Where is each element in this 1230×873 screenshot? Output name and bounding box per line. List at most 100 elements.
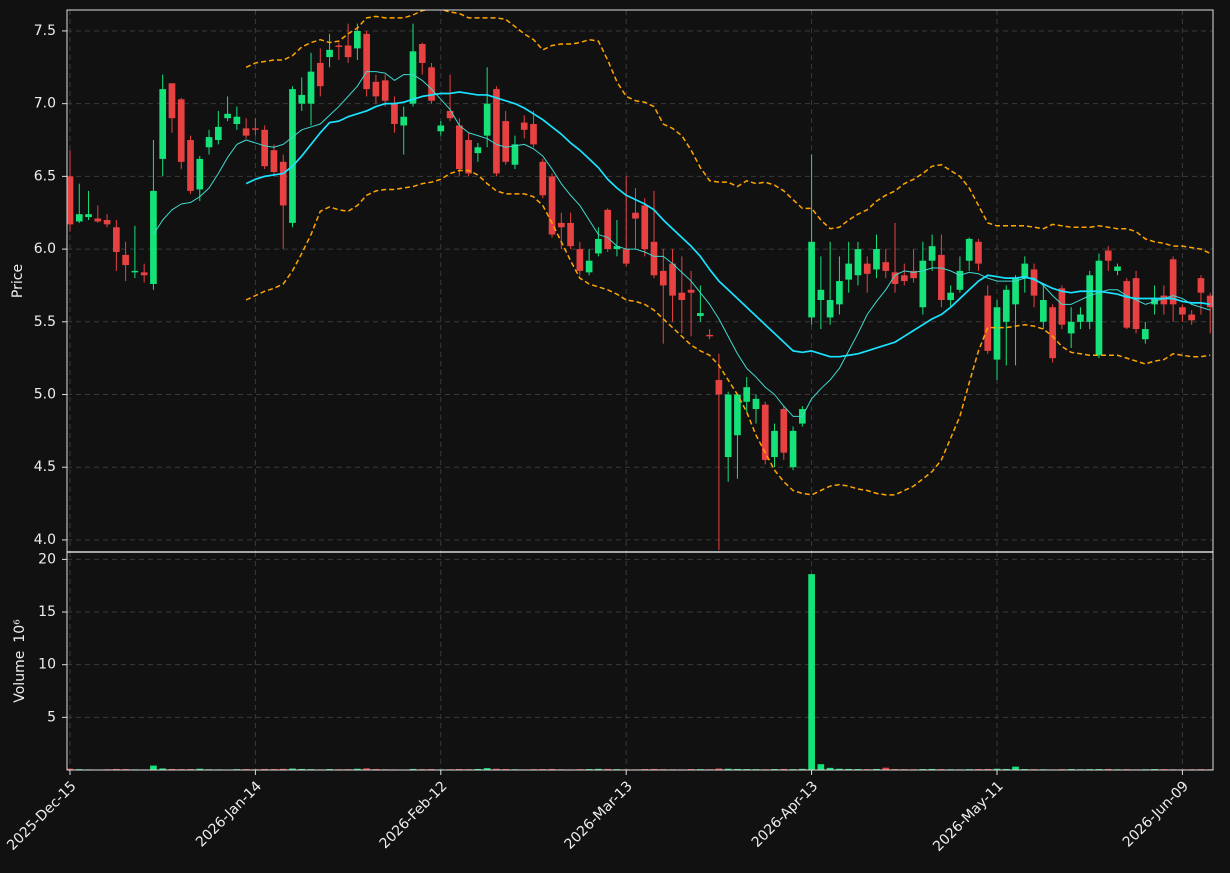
candle-body	[734, 394, 741, 436]
candle-body	[1049, 307, 1056, 359]
candle-body	[85, 214, 92, 218]
candle-body	[205, 137, 213, 148]
volume-bar	[595, 768, 602, 770]
candle-body	[1040, 299, 1047, 322]
candle-body	[1188, 314, 1196, 321]
volume-bar	[734, 768, 741, 770]
candle-body	[113, 227, 120, 252]
volume-bar	[993, 768, 1001, 770]
volume-bar	[1012, 766, 1019, 770]
candle-body	[335, 45, 343, 47]
candle-body	[595, 238, 602, 254]
candle-body	[493, 89, 500, 174]
candle-body	[307, 71, 315, 104]
candle-body	[391, 103, 398, 125]
candle-body	[400, 116, 408, 126]
y-tick-label: 4.0	[34, 532, 56, 548]
candle-body	[956, 270, 964, 290]
y-tick-label: 4.5	[34, 459, 56, 475]
candle-body	[947, 292, 954, 300]
candle-body	[261, 129, 269, 167]
candle-body	[1077, 314, 1084, 322]
volume-tick-label: 10	[38, 657, 56, 673]
candle-body	[242, 128, 250, 136]
candle-body	[706, 334, 713, 337]
candle-body	[900, 275, 908, 282]
candle-body	[214, 126, 222, 141]
candle-body	[456, 125, 463, 170]
candle-body	[1132, 278, 1140, 330]
candle-body	[1067, 321, 1075, 334]
candle-body	[1123, 281, 1131, 328]
candle-body	[928, 246, 936, 261]
candle-body	[502, 121, 510, 162]
volume-axis-title: Volume 10⁶	[12, 619, 28, 703]
volume-bar	[168, 768, 176, 770]
candle-body	[474, 147, 482, 154]
candle-body	[650, 241, 658, 276]
candle-body	[1095, 260, 1103, 356]
candle-body	[67, 176, 74, 225]
volume-bar	[715, 768, 723, 770]
candle-body	[678, 292, 686, 300]
candle-body	[697, 313, 704, 316]
candle-body	[567, 222, 574, 247]
volume-bar	[409, 768, 417, 770]
volume-bar	[604, 768, 611, 770]
candle-body	[882, 262, 890, 271]
candle-body	[520, 122, 528, 130]
candle-body	[808, 241, 815, 318]
volume-bar	[780, 768, 788, 770]
candle-body	[632, 212, 639, 219]
volume-tick-label: 20	[38, 551, 56, 567]
candle-body	[1160, 295, 1168, 305]
x-tick-label: 2026-Jun-09	[1120, 778, 1192, 850]
volume-bar	[984, 768, 992, 770]
candle-body	[826, 299, 834, 318]
candle-body	[437, 125, 445, 132]
y-tick-label: 7.0	[34, 96, 56, 112]
volume-bar	[150, 765, 157, 770]
candle-body	[622, 249, 630, 264]
y-axis-title: Price	[10, 264, 26, 298]
y-tick-label: 6.0	[34, 241, 56, 257]
candle-body	[1002, 289, 1010, 322]
volume-bar	[279, 768, 287, 770]
volume-bar	[363, 768, 370, 770]
candle-body	[1197, 278, 1205, 293]
volume-bar	[354, 768, 361, 770]
candle-body	[252, 128, 259, 130]
candle-body	[344, 45, 352, 58]
candle-body	[530, 124, 537, 145]
candle-body	[687, 289, 695, 293]
candle-body	[845, 263, 853, 280]
candle-body	[891, 272, 899, 284]
candle-body	[817, 289, 825, 300]
candle-body	[270, 150, 278, 173]
x-tick-label: 2026-Jan-14	[193, 778, 265, 850]
y-tick-label: 5.0	[34, 387, 56, 403]
candle-body	[548, 176, 556, 235]
candle-body	[724, 394, 732, 458]
x-tick-label: 2026-May-11	[930, 778, 1007, 855]
plot-frame	[66, 9, 1214, 771]
candle-body	[613, 246, 621, 250]
overlay-line	[245, 91, 1211, 358]
candle-body	[122, 254, 129, 266]
candle-body	[372, 81, 380, 97]
volume-tick-label: 15	[38, 604, 56, 620]
candle-body	[604, 209, 611, 250]
candle-body	[919, 260, 927, 308]
candle-body	[910, 270, 917, 279]
candle-body	[585, 260, 593, 273]
candle-body	[289, 89, 296, 223]
candle-body	[1206, 295, 1213, 308]
candle-body	[168, 83, 176, 119]
candle-body	[789, 430, 797, 468]
candle-body	[159, 89, 167, 159]
volume-bar	[159, 768, 167, 770]
candle-body	[1141, 329, 1149, 340]
y-tick-label: 6.5	[34, 168, 56, 184]
candle-body	[854, 249, 862, 276]
